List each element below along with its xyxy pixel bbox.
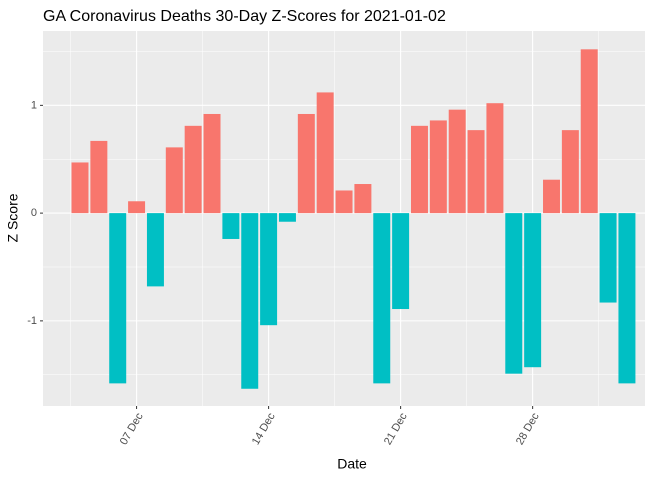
bar bbox=[222, 213, 240, 239]
bar bbox=[165, 147, 183, 214]
bar bbox=[146, 213, 164, 287]
bar bbox=[524, 213, 542, 368]
x-tick-label: 07 Dec bbox=[118, 411, 146, 448]
bar bbox=[599, 213, 617, 303]
bar bbox=[354, 184, 372, 214]
bar bbox=[241, 213, 259, 389]
bar bbox=[429, 120, 447, 214]
y-tick-label: 1 bbox=[31, 99, 37, 111]
panel bbox=[43, 31, 645, 406]
x-axis-label: Date bbox=[337, 456, 367, 472]
chart-title: GA Coronavirus Deaths 30-Day Z-Scores fo… bbox=[43, 8, 446, 25]
bar bbox=[297, 113, 315, 214]
bar bbox=[486, 103, 504, 214]
bar bbox=[184, 125, 202, 214]
bar bbox=[128, 201, 146, 214]
bar bbox=[410, 125, 428, 214]
x-tick-label: 28 Dec bbox=[514, 411, 542, 448]
bar bbox=[316, 92, 334, 214]
bar bbox=[561, 130, 579, 214]
bar bbox=[335, 190, 353, 214]
bar bbox=[373, 213, 391, 384]
x-tick-label: 21 Dec bbox=[382, 411, 410, 448]
bar bbox=[203, 113, 221, 214]
bar bbox=[109, 213, 127, 384]
bar bbox=[580, 49, 598, 214]
y-tick-label: 0 bbox=[31, 207, 37, 219]
bar bbox=[467, 130, 485, 214]
bar bbox=[278, 213, 296, 222]
y-axis-label: Z Score bbox=[5, 193, 21, 242]
bar bbox=[448, 109, 466, 214]
bar bbox=[71, 162, 89, 214]
x-tick-label: 14 Dec bbox=[250, 411, 278, 448]
bar bbox=[392, 213, 410, 310]
bar bbox=[260, 213, 278, 326]
bar bbox=[543, 179, 560, 214]
bar bbox=[90, 140, 108, 214]
bar bbox=[618, 213, 636, 384]
y-tick-label: -1 bbox=[27, 315, 37, 327]
bar bbox=[505, 213, 523, 374]
